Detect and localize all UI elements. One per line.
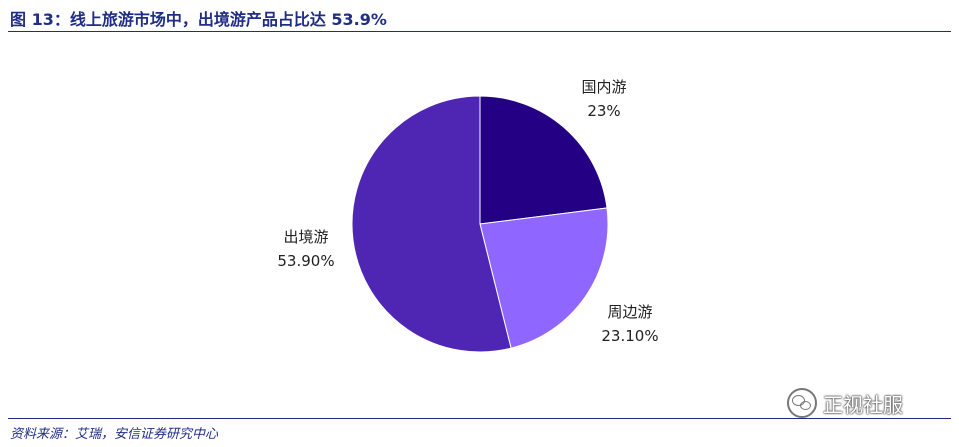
slice-value-label: 23% [587,102,620,120]
pie-slice [351,95,512,353]
slice-value-label: 23.10% [601,327,658,345]
source-note: 资料来源：艾瑞，安信证券研究中心 [10,427,219,442]
watermark-text: 正视社服 [823,392,903,417]
title-divider [8,31,951,32]
slice-name-label: 国内游 [581,78,626,96]
pie-slice [479,95,608,225]
pie-slice [479,207,609,349]
footer-divider [8,418,951,419]
chart-title: 图 13：线上旅游市场中，出境游产品占比达 53.9% [10,10,387,29]
watermark: 正视社服 [787,388,903,418]
wechat-icon [787,388,817,418]
slice-name-label: 周边游 [607,303,652,321]
slice-name-label: 出境游 [283,228,328,246]
slice-value-label: 53.90% [277,252,334,270]
